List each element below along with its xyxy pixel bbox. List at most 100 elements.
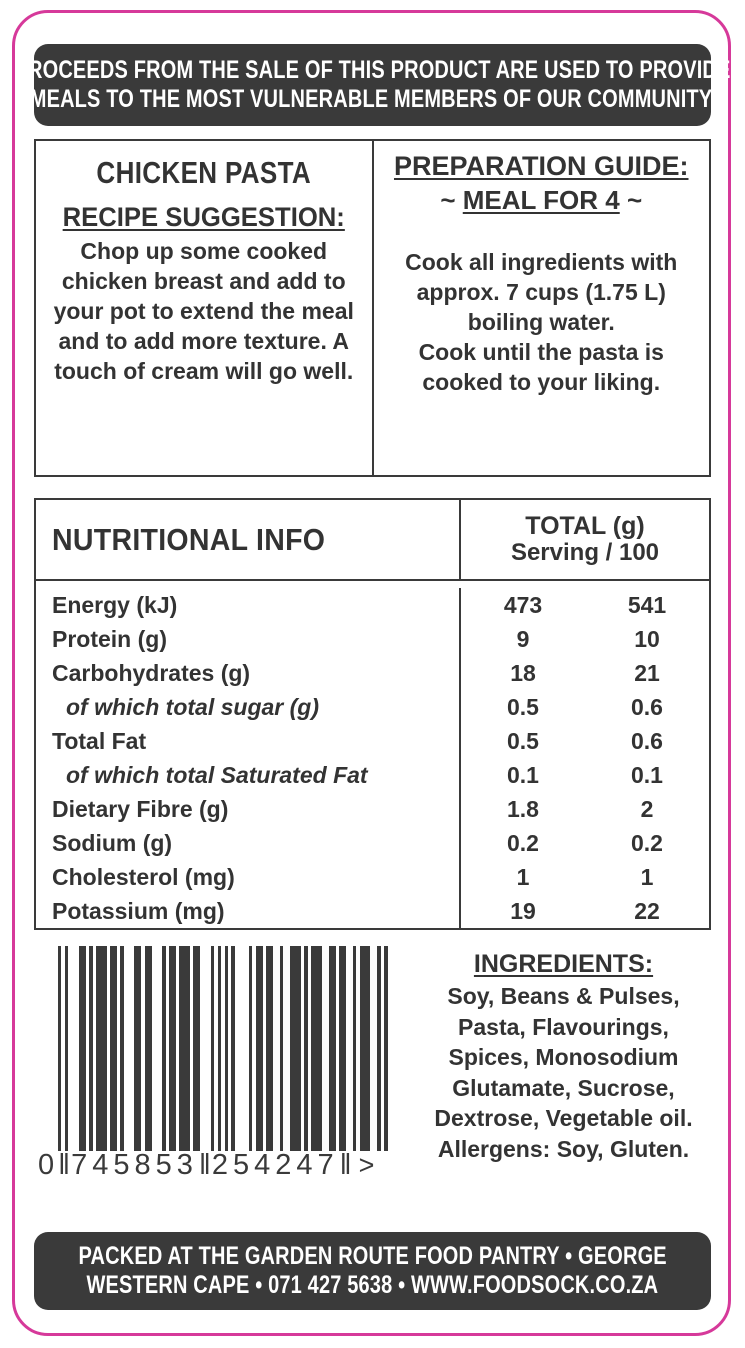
- barcode-bar: [266, 946, 274, 1151]
- proceeds-banner-line-2: MEALS TO THE MOST VULNERABLE MEMBERS OF …: [29, 85, 716, 113]
- ingredients-line-2: Pasta, Flavourings,: [458, 1013, 669, 1040]
- barcode-bar: [273, 946, 280, 1151]
- nutrition-row-serving-value: 19: [510, 898, 536, 924]
- barcode-bar: [162, 946, 166, 1151]
- ingredients-allergens-line: Allergens: Soy, Gluten.: [437, 1135, 690, 1162]
- barcode-bar: [311, 946, 322, 1151]
- barcode-bar: [89, 946, 93, 1151]
- proceeds-banner: PROCEEDS FROM THE SALE OF THIS PRODUCT A…: [15, 44, 730, 126]
- barcode-guard-center: ‖: [198, 1149, 211, 1181]
- barcode-bar: [210, 946, 215, 1151]
- nutrition-row-per100-value: 2: [640, 796, 654, 822]
- ingredients-line-3: Spices, Monosodium: [448, 1044, 679, 1071]
- nutrition-per100-column: 541 10 21 0.6 0.6 0.1 2 0.2 1 22: [585, 588, 709, 928]
- nutrition-row-serving-value: 473: [503, 592, 543, 618]
- nutrition-serving-column: 473 9 18 0.5 0.5 0.1 1.8 0.2 1 19: [461, 588, 585, 928]
- barcode-bar: [231, 946, 235, 1151]
- recipe-and-prep-panels: CHICKEN PASTA RECIPE SUGGESTION: Chop up…: [34, 139, 711, 477]
- nutrition-row-label: Sodium (g): [52, 830, 173, 856]
- packed-by-line-2: WESTERN CAPE • 071 427 5638 • WWW.FOODSO…: [86, 1271, 659, 1299]
- barcode-bar: [352, 946, 357, 1151]
- ingredients-line-4: Glutamate, Sucrose,: [452, 1074, 675, 1101]
- barcode-bar: [217, 946, 222, 1151]
- barcode-right-group: 254247: [211, 1149, 339, 1181]
- proceeds-banner-line-1: PROCEEDS FROM THE SALE OF THIS PRODUCT A…: [14, 56, 731, 84]
- nutrition-row-label: of which total sugar (g): [66, 694, 319, 720]
- nutrition-row-per100-value: 22: [634, 898, 660, 924]
- preparation-guide-panel: PREPARATION GUIDE: ~ MEAL FOR 4 ~ Cook a…: [374, 141, 710, 475]
- nutrition-row-per100-value: 1: [640, 864, 654, 890]
- barcode-bar: [96, 946, 107, 1151]
- barcode-bar: [248, 946, 253, 1151]
- recipe-suggestion-body: Chop up some cooked chicken breast and a…: [53, 238, 354, 384]
- preparation-guide-heading: PREPARATION GUIDE:: [393, 151, 689, 181]
- barcode-bar: [235, 946, 249, 1151]
- nutritional-info-table: NUTRITIONAL INFO TOTAL (g) Serving / 100…: [34, 498, 711, 930]
- nutrition-row-per100-value: 0.1: [631, 762, 663, 788]
- nutrition-table-body: Energy (kJ) Protein (g) Carbohydrates (g) o…: [36, 581, 709, 928]
- nutrition-row-per100-value: 0.2: [631, 830, 663, 856]
- barcode-bar: [322, 946, 329, 1151]
- barcode-and-ingredients: 0 ‖ 745853 ‖ 254247 ‖ > INGREDIENTS: Soy…: [34, 944, 711, 1214]
- nutrition-row-serving-value: 9: [516, 626, 530, 652]
- barcode-bar: [283, 946, 290, 1151]
- barcode-bar: [124, 946, 134, 1151]
- barcode-guard-right: ‖: [339, 1149, 352, 1181]
- nutrition-row-label: Protein (g): [52, 626, 167, 652]
- nutrition-row-label: Energy (kJ): [52, 592, 178, 618]
- packed-by-line-1: PACKED AT THE GARDEN ROUTE FOOD PANTRY •…: [78, 1242, 667, 1270]
- nutrition-table-title: NUTRITIONAL INFO: [52, 521, 326, 557]
- nutrition-table-header: NUTRITIONAL INFO TOTAL (g) Serving / 100: [36, 500, 709, 581]
- nutrition-row-label: Dietary Fibre (g): [52, 796, 229, 822]
- barcode-guard-left: ‖: [58, 1149, 71, 1181]
- meal-for-4-text: MEAL FOR 4: [462, 185, 620, 216]
- meal-tilde-right: ~: [619, 185, 643, 216]
- barcode-area: 0 ‖ 745853 ‖ 254247 ‖ >: [34, 944, 414, 1214]
- nutrition-value-columns: 473 9 18 0.5 0.5 0.1 1.8 0.2 1 19 541 10 21 0.6 0.6 0.…: [461, 588, 709, 928]
- barcode-trailing-symbol: >: [358, 1150, 375, 1180]
- barcode-bar: [193, 946, 201, 1151]
- barcode-bar: [144, 946, 152, 1151]
- barcode-bar: [255, 946, 263, 1151]
- label-content: PROCEEDS FROM THE SALE OF THIS PRODUCT A…: [15, 0, 730, 1348]
- barcode-bar: [224, 946, 228, 1151]
- barcode-bar: [200, 946, 210, 1151]
- meal-tilde-left: ~: [440, 185, 463, 216]
- nutrition-header-left-cell: NUTRITIONAL INFO: [36, 500, 461, 579]
- barcode-bar: [58, 946, 62, 1151]
- nutrition-row-serving-value: 0.5: [507, 694, 539, 720]
- nutrition-row-label: Cholesterol (mg): [52, 864, 235, 890]
- nutrition-row-label: Total Fat: [52, 728, 147, 754]
- nutrition-row-serving-value: 18: [510, 660, 536, 686]
- nutrition-row-label: Potassium (mg): [52, 898, 225, 924]
- barcode-bar: [359, 946, 371, 1151]
- nutrition-row-per100-value: 0.6: [631, 694, 663, 720]
- nutrition-row-per100-value: 10: [634, 626, 660, 652]
- barcode-bar: [68, 946, 78, 1151]
- nutrition-header-right-cell: TOTAL (g) Serving / 100: [461, 500, 709, 579]
- ingredients-panel: INGREDIENTS: Soy, Beans & Pulses, Pasta,…: [414, 944, 711, 1214]
- nutrition-row-per100-value: 541: [627, 592, 667, 618]
- barcode-bars: [58, 946, 388, 1151]
- barcode-bar: [134, 946, 142, 1151]
- nutrition-column-header-serving: Serving / 100: [510, 538, 660, 566]
- barcode-bar: [179, 946, 190, 1151]
- nutrition-row-label: Carbohydrates (g): [52, 660, 251, 686]
- barcode-bar: [280, 946, 284, 1151]
- barcode-left-group: 745853: [71, 1149, 198, 1181]
- barcode-bar: [384, 946, 388, 1151]
- barcode-bar: [328, 946, 336, 1151]
- barcode-bar: [152, 946, 162, 1151]
- barcode-bar: [290, 946, 301, 1151]
- nutrition-row-serving-value: 1.8: [507, 796, 539, 822]
- nutrition-label-column: Energy (kJ) Protein (g) Carbohydrates (g) o…: [36, 588, 461, 928]
- barcode-bar: [64, 946, 69, 1151]
- nutrition-row-per100-value: 0.6: [631, 728, 663, 754]
- barcode-bar: [78, 946, 86, 1151]
- barcode-bar: [377, 946, 381, 1151]
- recipe-suggestion-panel: CHICKEN PASTA RECIPE SUGGESTION: Chop up…: [36, 141, 374, 475]
- barcode-first-digit: 0: [38, 1149, 55, 1181]
- nutrition-row-serving-value: 1: [516, 864, 530, 890]
- barcode-bar: [370, 946, 377, 1151]
